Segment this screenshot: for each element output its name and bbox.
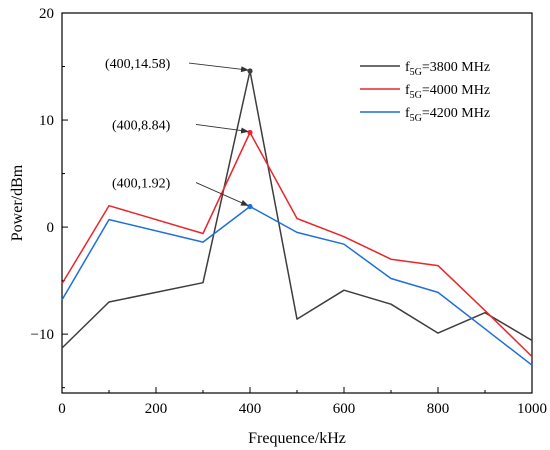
x-tick-label: 200 <box>145 401 168 417</box>
annotation-label: (400,14.58) <box>105 57 171 72</box>
y-tick-label: 10 <box>39 113 54 129</box>
annotation-point <box>247 129 253 136</box>
x-tick-label: 400 <box>239 401 262 417</box>
x-tick-label: 0 <box>58 401 66 417</box>
y-tick-label: 20 <box>39 6 54 22</box>
annotation-label: (400,1.92) <box>112 177 171 192</box>
y-axis-label: Power/dBm <box>9 164 26 241</box>
x-axis-label: Frequence/kHz <box>248 430 346 447</box>
series-line-2 <box>61 131 533 358</box>
annotation-point <box>247 68 253 74</box>
annotation-point <box>247 203 253 210</box>
annotation-label: (400,8.84) <box>112 118 171 133</box>
annotation-arrow <box>188 62 249 73</box>
annotation-arrow <box>195 124 249 134</box>
x-tick-label: 800 <box>427 401 450 417</box>
x-tick-label: 600 <box>333 401 356 417</box>
annotation-arrow <box>195 182 249 206</box>
legend-label-3: f5G=4200 MHz <box>405 106 490 124</box>
series-line-1 <box>61 70 533 349</box>
y-tick-label: 0 <box>47 220 55 236</box>
series-line-3 <box>61 205 533 366</box>
legend-label-2: f5G=4000 MHz <box>405 83 490 101</box>
x-tick-label: 1000 <box>517 401 547 417</box>
y-tick-label: −10 <box>31 327 54 343</box>
legend-label-1: f5G=3800 MHz <box>405 60 490 78</box>
